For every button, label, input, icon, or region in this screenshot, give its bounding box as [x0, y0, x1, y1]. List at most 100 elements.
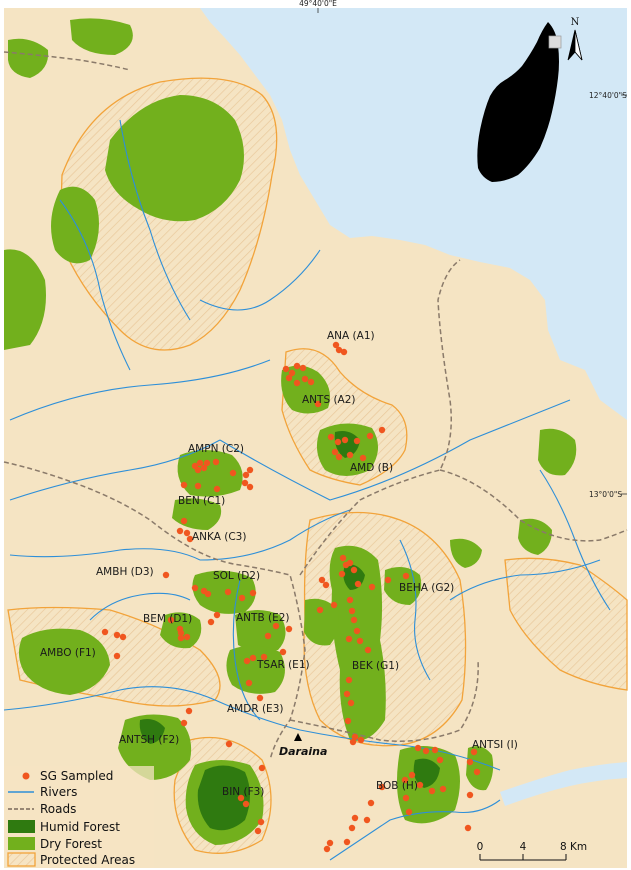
sg-sample-point: [167, 616, 175, 624]
dry-forest-antsi: [466, 746, 494, 791]
sg-sample-point: [113, 652, 121, 660]
sg-sample-point: [212, 458, 220, 466]
sg-sample-point: [256, 694, 264, 702]
sg-sample-point: [473, 768, 481, 776]
sg-sample-point: [204, 590, 212, 598]
north-arrow-right-half: [574, 29, 583, 61]
site-label-ben: BEN (C1): [178, 495, 225, 507]
site-label-ampn: AMPN (C2): [188, 443, 244, 455]
sg-sample-point: [243, 657, 251, 665]
sg-sample-point: [224, 588, 232, 596]
legend-item-roads: Roads: [8, 802, 76, 816]
legend-label: Humid Forest: [40, 820, 120, 834]
sg-sample-point: [344, 717, 352, 725]
sg-sample-point: [249, 589, 257, 597]
sg-sample-point: [260, 653, 268, 661]
sg-sample-point: [350, 616, 358, 624]
legend-humid-swatch-icon: [8, 820, 35, 833]
sg-sample-point: [257, 818, 265, 826]
site-label-bob: BOB (H): [376, 780, 418, 792]
site-label-antsi: ANTSI (I): [472, 739, 518, 751]
sg-sample-point: [200, 464, 208, 472]
sg-sample-point: [408, 771, 416, 779]
humid-forest-bob: [413, 758, 440, 788]
sg-sample-point: [245, 679, 253, 687]
sg-sample-point: [194, 482, 202, 490]
sg-sample-point: [119, 633, 127, 641]
road-south: [289, 659, 479, 742]
sg-sample-point: [338, 570, 346, 578]
sg-sample-point: [354, 580, 362, 588]
sg-sample-point: [180, 481, 188, 489]
river-8: [329, 799, 501, 861]
sg-sample-point: [101, 628, 109, 636]
sg-sample-point: [183, 633, 191, 641]
sg-sample-point: [242, 800, 250, 808]
sea-inlet: [480, 262, 627, 360]
site-label-bek: BEK (G1): [352, 660, 399, 672]
sg-sample-point: [293, 362, 301, 370]
north-arrow: N: [567, 17, 583, 61]
protected-area-southeast: [504, 557, 628, 691]
sg-sample-point: [241, 479, 249, 487]
sg-sample-point: [194, 466, 202, 474]
sg-sample-point: [335, 453, 343, 461]
sg-sample-point: [401, 776, 409, 784]
sg-sample-point: [350, 566, 358, 574]
inset-island-shape: [477, 22, 559, 182]
site-label-sol: SOL (D2): [213, 570, 260, 582]
site-label-tsar: TSAR (E1): [256, 659, 310, 671]
sg-sample-point: [323, 845, 331, 853]
dry-forest-antsh: [118, 714, 192, 780]
sg-sample-point: [229, 469, 237, 477]
sg-sample-point: [363, 816, 371, 824]
sg-sample-point: [402, 794, 410, 802]
sg-sample-point: [196, 459, 204, 467]
legend: SG Sampled Rivers Roads Humid Forest Dry…: [4, 766, 154, 868]
sg-sample-point: [299, 364, 307, 372]
sg-sample-point: [428, 787, 436, 795]
town-marker: [294, 733, 302, 741]
legend-dot-icon: [22, 772, 30, 780]
dry-forest-antb: [235, 610, 286, 652]
top-longitude-label: 49°40'0"E: [299, 0, 337, 8]
sg-sample-point: [343, 838, 351, 846]
sg-sample-point: [180, 719, 188, 727]
legend-protected-swatch-icon: [7, 852, 36, 867]
site-label-ana: ANA (A1): [327, 330, 375, 342]
sg-sample-point: [345, 635, 353, 643]
legend-label: Roads: [40, 802, 76, 816]
inset-study-area-box: [548, 35, 562, 49]
sg-sample-point: [343, 690, 351, 698]
legend-label: Protected Areas: [40, 853, 135, 867]
roads: [3, 51, 628, 761]
site-label-bem: BEM (D1): [143, 613, 192, 625]
sg-sample-point: [464, 824, 472, 832]
sg-sample-point: [186, 535, 194, 543]
sg-sample-point: [238, 594, 246, 602]
sg-sample-point: [249, 654, 257, 662]
river-1: [9, 359, 271, 421]
humid-forest-amd: [334, 431, 360, 458]
scale-bar-label-0: 0: [477, 841, 484, 853]
legend-item-sg-sampled: SG Sampled: [22, 769, 113, 783]
sg-sample-point: [246, 483, 254, 491]
sg-sample-point: [384, 576, 392, 584]
sg-sample-point: [357, 736, 365, 744]
sg-sample-point: [242, 471, 250, 479]
river-11: [199, 249, 321, 311]
humid-forest-antsh: [139, 719, 165, 744]
sg-sample-point: [285, 374, 293, 382]
sg-sample-point: [203, 459, 211, 467]
dry-forest-north-arm: [51, 186, 99, 264]
sg-sample-point: [225, 740, 233, 748]
sg-sample-point: [279, 648, 287, 656]
sg-sample-point: [378, 783, 386, 791]
sg-sample-point: [470, 748, 478, 756]
dry-forest-bek: [329, 545, 386, 741]
north-label: N: [571, 17, 580, 28]
sg-sample-point: [356, 637, 364, 645]
river-12: [399, 539, 431, 681]
sg-sample-point: [177, 634, 185, 642]
